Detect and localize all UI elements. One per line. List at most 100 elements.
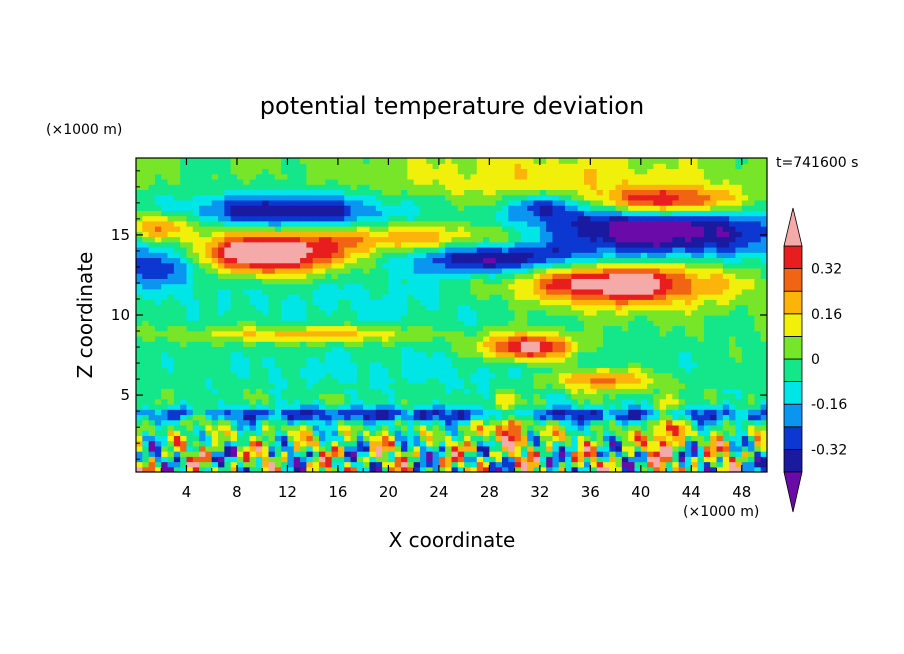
heatmap-cell	[748, 430, 755, 436]
heatmap-cell	[684, 320, 692, 327]
heatmap-cell	[457, 246, 465, 253]
heatmap-cell	[445, 241, 453, 248]
heatmap-cell	[154, 226, 162, 232]
heatmap-cell	[552, 262, 560, 269]
heatmap-cell	[255, 288, 263, 295]
heatmap-cell	[274, 351, 282, 358]
heatmap-cell	[445, 226, 453, 232]
heatmap-cell	[331, 231, 339, 238]
heatmap-cell	[211, 241, 219, 248]
heatmap-cell	[142, 309, 150, 316]
heatmap-cell	[451, 362, 459, 368]
heatmap-cell	[735, 456, 743, 463]
heatmap-cell	[729, 445, 737, 452]
heatmap-cell	[211, 383, 219, 389]
heatmap-cell	[565, 210, 572, 217]
heatmap-cell	[337, 403, 345, 410]
heatmap-cell	[684, 231, 692, 238]
heatmap-cell	[748, 461, 755, 468]
heatmap-cell	[230, 403, 238, 410]
heatmap-cell	[476, 241, 484, 248]
heatmap-cell	[382, 398, 389, 405]
heatmap-cell	[760, 398, 767, 405]
heatmap-cell	[697, 267, 705, 274]
heatmap-cell	[249, 241, 257, 248]
heatmap-cell	[464, 346, 472, 353]
heatmap-cell	[748, 445, 755, 452]
heatmap-cell	[287, 466, 295, 472]
heatmap-cell	[476, 309, 484, 316]
heatmap-cell	[154, 288, 162, 295]
heatmap-cell	[609, 267, 617, 274]
heatmap-cell	[432, 283, 440, 290]
heatmap-cell	[167, 335, 175, 342]
heatmap-cell	[318, 351, 326, 358]
heatmap-cell	[445, 451, 453, 457]
heatmap-cell	[287, 430, 295, 436]
heatmap-cell	[615, 283, 623, 290]
heatmap-cell	[356, 346, 364, 353]
heatmap-cell	[268, 246, 276, 253]
heatmap-cell	[407, 388, 415, 395]
heatmap-cell	[161, 220, 169, 227]
heatmap-cell	[678, 231, 686, 238]
heatmap-cell	[546, 246, 554, 253]
heatmap-cell	[760, 273, 767, 279]
heatmap-cell	[255, 267, 263, 274]
heatmap-cell	[281, 273, 289, 279]
heatmap-cell	[413, 241, 421, 248]
heatmap-cell	[735, 273, 743, 279]
heatmap-cell	[180, 215, 188, 222]
heatmap-cell	[501, 372, 509, 379]
heatmap-cell	[527, 325, 535, 332]
heatmap-cell	[539, 372, 547, 379]
heatmap-cell	[438, 288, 446, 295]
heatmap-cell	[369, 231, 377, 238]
heatmap-cell	[666, 325, 673, 332]
heatmap-cell	[230, 398, 238, 405]
heatmap-cell	[249, 288, 257, 295]
heatmap-cell	[382, 377, 389, 384]
heatmap-cell	[722, 466, 730, 472]
heatmap-cell	[508, 383, 516, 389]
heatmap-cell	[615, 215, 623, 222]
heatmap-cell	[211, 377, 219, 384]
heatmap-cell	[615, 383, 623, 389]
heatmap-cell	[489, 246, 497, 253]
heatmap-cell	[451, 456, 459, 463]
heatmap-cell	[495, 414, 503, 421]
heatmap-cell	[539, 315, 547, 321]
heatmap-cell	[609, 226, 617, 232]
heatmap-cell	[659, 424, 667, 431]
heatmap-cell	[186, 262, 194, 269]
heatmap-cell	[363, 315, 371, 321]
heatmap-cell	[306, 226, 314, 232]
heatmap-cell	[659, 241, 667, 248]
heatmap-cell	[577, 257, 585, 264]
heatmap-cell	[186, 383, 194, 389]
heatmap-cell	[672, 278, 680, 285]
heatmap-cell	[615, 273, 623, 279]
heatmap-cell	[476, 273, 484, 279]
heatmap-cell	[255, 435, 263, 442]
heatmap-cell	[161, 346, 169, 353]
heatmap-cell	[501, 231, 509, 238]
heatmap-cell	[584, 252, 591, 259]
heatmap-cell	[173, 440, 181, 447]
heatmap-cell	[432, 335, 440, 342]
heatmap-cell	[382, 466, 389, 472]
heatmap-cell	[167, 424, 175, 431]
heatmap-cell	[558, 362, 566, 368]
heatmap-cell	[640, 403, 648, 410]
heatmap-cell	[230, 210, 238, 217]
heatmap-cell	[243, 372, 251, 379]
heatmap-cell	[419, 403, 427, 410]
heatmap-cell	[514, 377, 522, 384]
heatmap-cell	[419, 320, 427, 327]
heatmap-cell	[672, 304, 680, 311]
heatmap-cell	[678, 341, 686, 347]
heatmap-cell	[312, 346, 320, 353]
heatmap-cell	[337, 335, 345, 342]
heatmap-cell	[710, 461, 718, 468]
heatmap-cell	[464, 325, 472, 332]
